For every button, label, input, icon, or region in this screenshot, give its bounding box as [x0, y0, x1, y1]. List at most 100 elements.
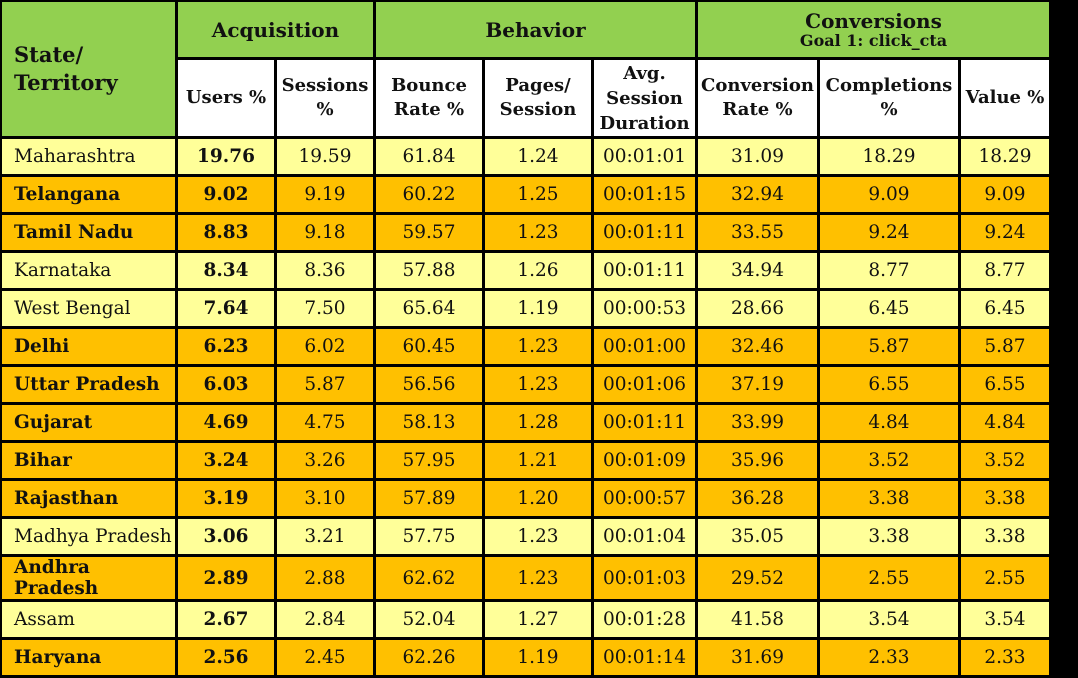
bounce-rate-cell: 57.88 [376, 253, 482, 288]
completions-cell: 2.55 [820, 557, 958, 599]
pages-per-session-cell: 1.23 [485, 367, 591, 402]
sessions-cell: 3.21 [277, 519, 373, 554]
conversion-rate-column-header: Conversion Rate % [698, 60, 817, 136]
state-cell: Delhi [2, 329, 175, 364]
sessions-cell: 19.59 [277, 139, 373, 174]
bounce-column-header: Bounce Rate % [376, 60, 482, 136]
pages-per-session-cell: 1.20 [485, 481, 591, 516]
avg-session-duration-cell: 00:01:14 [594, 640, 695, 675]
completions-cell: 5.87 [820, 329, 958, 364]
duration-header-label: Avg. Session Duration [599, 62, 690, 134]
avg-session-duration-cell: 00:01:04 [594, 519, 695, 554]
value-cell: 3.54 [961, 602, 1049, 637]
completions-cell: 3.38 [820, 519, 958, 554]
conversion-rate-cell: 34.94 [698, 253, 817, 288]
bounce-rate-cell: 62.62 [376, 557, 482, 599]
bounce-rate-cell: 60.45 [376, 329, 482, 364]
avg-session-duration-cell: 00:01:11 [594, 253, 695, 288]
conversion-rate-cell: 32.94 [698, 177, 817, 212]
sessions-cell: 9.19 [277, 177, 373, 212]
bounce-rate-cell: 57.95 [376, 443, 482, 478]
conversion-rate-cell: 33.99 [698, 405, 817, 440]
bounce-rate-cell: 60.22 [376, 177, 482, 212]
users-cell: 4.69 [178, 405, 274, 440]
state-cell: Gujarat [2, 405, 175, 440]
avg-session-duration-cell: 00:01:09 [594, 443, 695, 478]
state-column-header: State/ Territory [2, 2, 175, 136]
avg-session-duration-cell: 00:01:28 [594, 602, 695, 637]
pages-per-session-cell: 1.27 [485, 602, 591, 637]
bounce-rate-cell: 62.26 [376, 640, 482, 675]
completions-cell: 2.33 [820, 640, 958, 675]
pages-per-session-cell: 1.26 [485, 253, 591, 288]
table-row: Delhi 6.23 6.02 60.45 1.23 00:01:00 32.46 5.87 5… [2, 329, 1049, 364]
conversion-rate-cell: 32.46 [698, 329, 817, 364]
users-header-label: Users % [185, 87, 267, 108]
sessions-cell: 4.75 [277, 405, 373, 440]
state-cell: Haryana [2, 640, 175, 675]
completions-cell: 9.24 [820, 215, 958, 250]
state-cell: Assam [2, 602, 175, 637]
conversions-goal-label: Goal 1: click_cta [799, 30, 948, 50]
state-cell: Karnataka [2, 253, 175, 288]
table-row: Uttar Pradesh 6.03 5.87 56.56 1.23 00:01:06 37… [2, 367, 1049, 402]
pages-per-session-cell: 1.19 [485, 291, 591, 326]
table-row: Telangana 9.02 9.19 60.22 1.25 00:01:15 32.94 9… [2, 177, 1049, 212]
value-cell: 2.33 [961, 640, 1049, 675]
sessions-cell: 2.88 [277, 557, 373, 599]
pages-per-session-cell: 1.23 [485, 557, 591, 599]
pages-per-session-cell: 1.23 [485, 329, 591, 364]
bounce-rate-cell: 57.75 [376, 519, 482, 554]
completions-cell: 3.54 [820, 602, 958, 637]
avg-session-duration-cell: 00:00:57 [594, 481, 695, 516]
pages-per-session-cell: 1.23 [485, 519, 591, 554]
pages-per-session-cell: 1.23 [485, 215, 591, 250]
avg-session-duration-cell: 00:01:00 [594, 329, 695, 364]
avg-session-duration-cell: 00:01:11 [594, 405, 695, 440]
sessions-cell: 8.36 [277, 253, 373, 288]
users-cell: 2.56 [178, 640, 274, 675]
users-cell: 19.76 [178, 139, 274, 174]
value-cell: 5.87 [961, 329, 1049, 364]
value-cell: 9.24 [961, 215, 1049, 250]
conversion-rate-cell: 36.28 [698, 481, 817, 516]
duration-column-header: Avg. Session Duration [594, 60, 695, 136]
value-cell: 6.55 [961, 367, 1049, 402]
sessions-cell: 9.18 [277, 215, 373, 250]
bounce-rate-cell: 57.89 [376, 481, 482, 516]
completions-cell: 6.45 [820, 291, 958, 326]
state-cell: West Bengal [2, 291, 175, 326]
conversion-rate-cell: 28.66 [698, 291, 817, 326]
completions-header-label: Completions % [825, 75, 953, 120]
conversion-rate-cell: 31.09 [698, 139, 817, 174]
users-cell: 8.34 [178, 253, 274, 288]
sessions-cell: 2.84 [277, 602, 373, 637]
completions-cell: 6.55 [820, 367, 958, 402]
sessions-cell: 6.02 [277, 329, 373, 364]
conversions-group-header: Conversions Goal 1: click_cta [698, 2, 1049, 57]
completions-cell: 3.38 [820, 481, 958, 516]
table-row: Assam 2.67 2.84 52.04 1.27 00:01:28 41.58 3.54 3… [2, 602, 1049, 637]
value-cell: 3.38 [961, 481, 1049, 516]
users-cell: 2.89 [178, 557, 274, 599]
avg-session-duration-cell: 00:01:03 [594, 557, 695, 599]
state-header-label: State/ Territory [14, 42, 118, 95]
sessions-cell: 2.45 [277, 640, 373, 675]
table-row: Maharashtra 19.76 19.59 61.84 1.24 00:01:01 31… [2, 139, 1049, 174]
users-cell: 2.67 [178, 602, 274, 637]
avg-session-duration-cell: 00:01:15 [594, 177, 695, 212]
value-header-label: Value % [965, 87, 1045, 108]
table-row: Madhya Pradesh 3.06 3.21 57.75 1.23 00:01:04 3… [2, 519, 1049, 554]
conversion-rate-cell: 31.69 [698, 640, 817, 675]
state-cell: Uttar Pradesh [2, 367, 175, 402]
bounce-rate-cell: 58.13 [376, 405, 482, 440]
avg-session-duration-cell: 00:01:01 [594, 139, 695, 174]
pages-column-header: Pages/ Session [485, 60, 591, 136]
table-row: Andhra Pradesh 2.89 2.88 62.62 1.23 00:01:03 2… [2, 557, 1049, 599]
bounce-rate-cell: 52.04 [376, 602, 482, 637]
conversion-rate-cell: 35.05 [698, 519, 817, 554]
pages-header-label: Pages/ Session [499, 75, 577, 120]
value-cell: 18.29 [961, 139, 1049, 174]
completions-cell: 4.84 [820, 405, 958, 440]
avg-session-duration-cell: 00:00:53 [594, 291, 695, 326]
